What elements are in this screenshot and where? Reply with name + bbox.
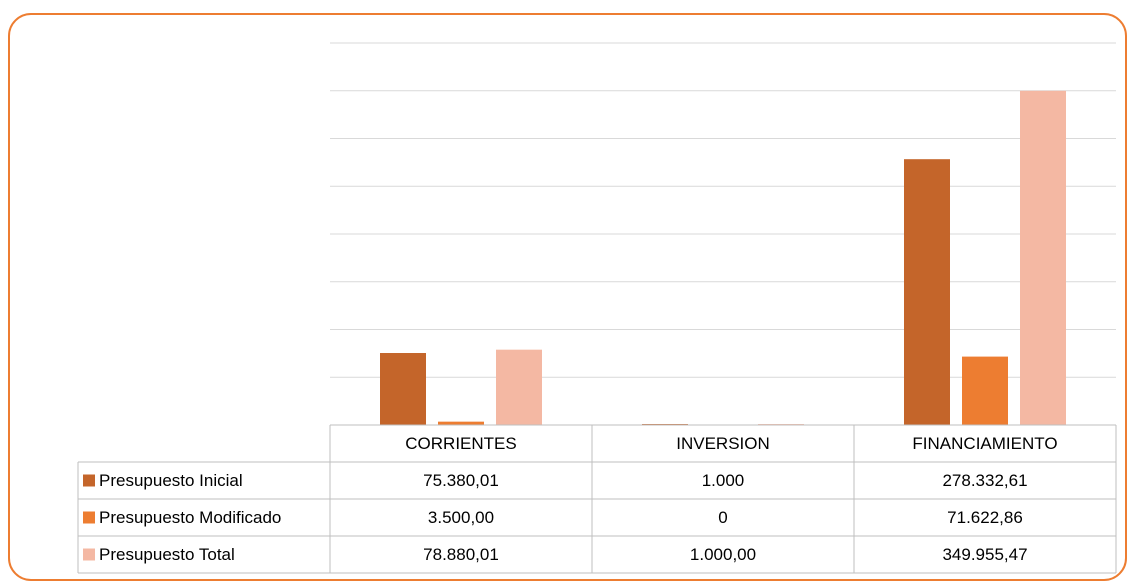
x-tick-label: FINANCIAMIENTO	[912, 434, 1057, 453]
table-value: 0	[718, 508, 727, 527]
table-value: 3.500,00	[428, 508, 494, 527]
table-value: 1.000	[702, 471, 745, 490]
legend-label: Presupuesto Inicial	[99, 471, 243, 490]
legend-label: Presupuesto Total	[99, 545, 235, 564]
table-value: 349.955,47	[942, 545, 1027, 564]
table-value: 71.622,86	[947, 508, 1023, 527]
legend-swatch	[83, 511, 95, 524]
bar	[496, 349, 542, 425]
bar	[1020, 90, 1066, 425]
legend-label: Presupuesto Modificado	[99, 508, 281, 527]
bar	[904, 159, 950, 425]
table-value: 278.332,61	[942, 471, 1027, 490]
legend-swatch	[83, 548, 95, 561]
bar	[438, 421, 484, 425]
table-value: 75.380,01	[423, 471, 499, 490]
table-value: 1.000,00	[690, 545, 756, 564]
x-tick-label: INVERSION	[676, 434, 770, 453]
x-tick-label: CORRIENTES	[405, 434, 516, 453]
bar	[962, 356, 1008, 425]
chart-border	[8, 13, 1127, 581]
bar	[380, 353, 426, 425]
table-value: 78.880,01	[423, 545, 499, 564]
legend-swatch	[83, 474, 95, 487]
